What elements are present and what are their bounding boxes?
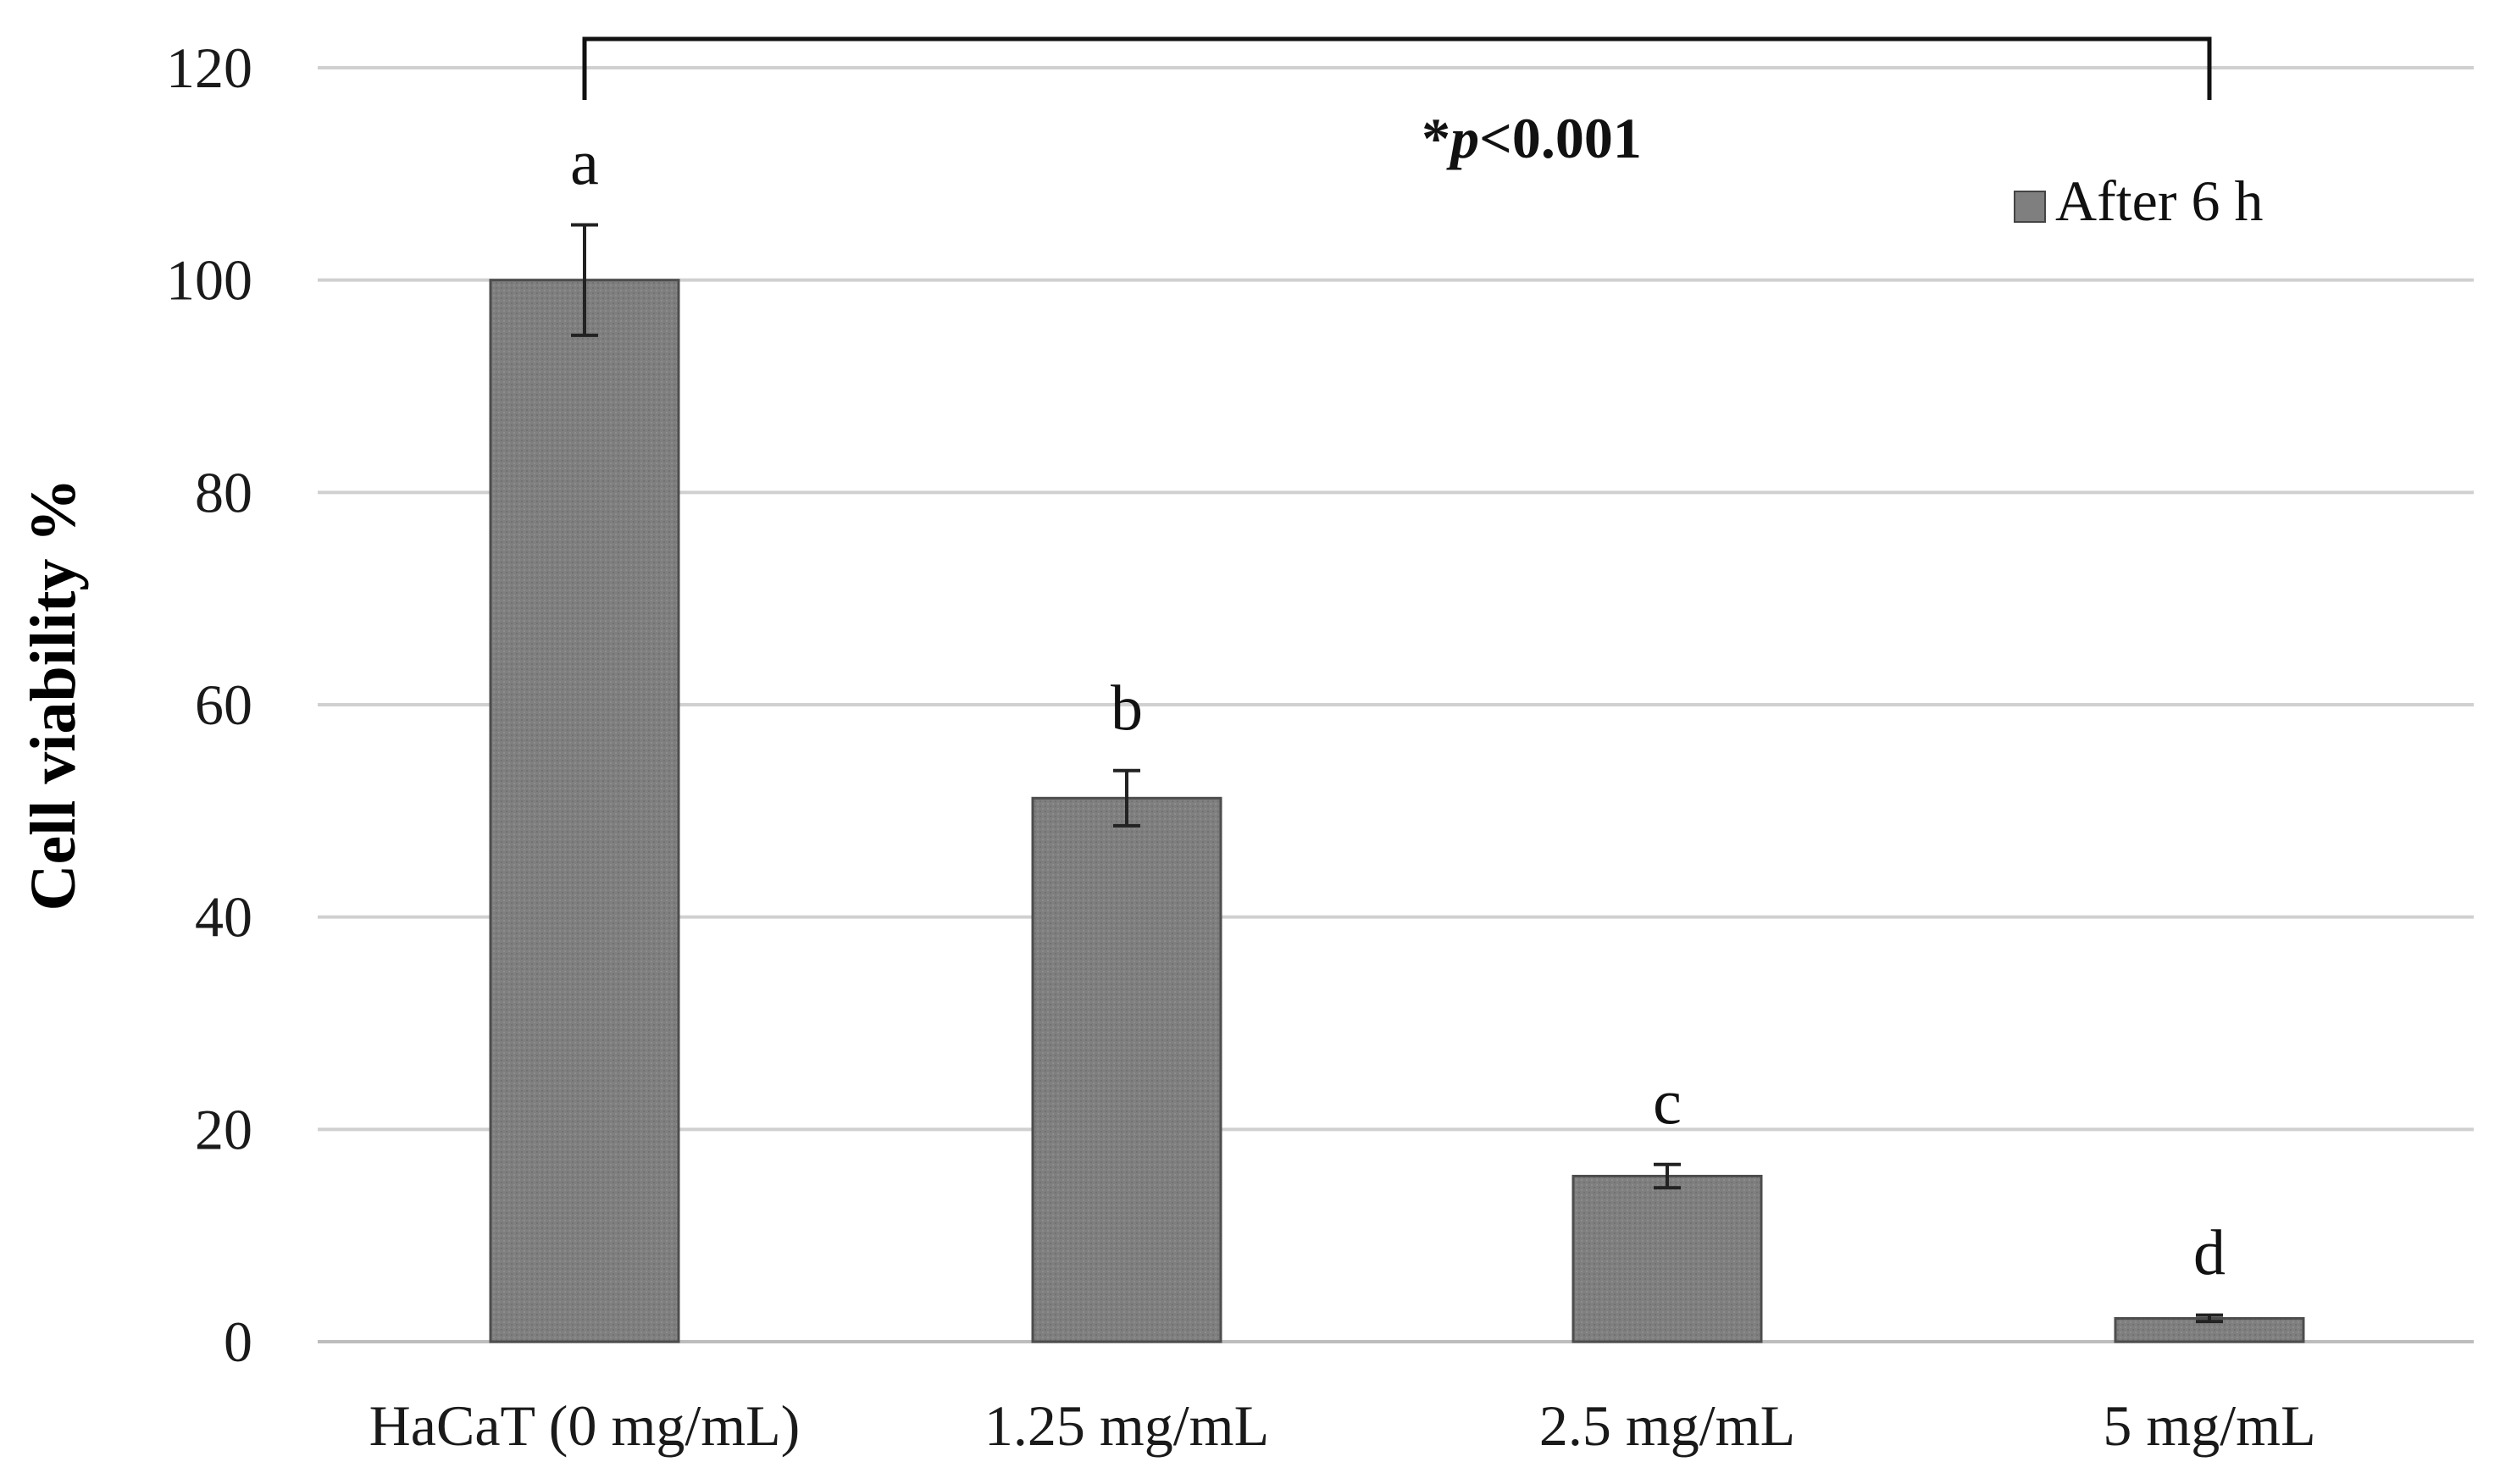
x-category-label: 2.5 mg/mL xyxy=(1539,1393,1795,1458)
significance-letter: b xyxy=(1111,673,1143,745)
y-tick-label: 120 xyxy=(166,36,252,100)
y-tick-label: 60 xyxy=(195,673,252,737)
y-tick-label: 20 xyxy=(195,1097,252,1161)
p-value-threshold: <0.001 xyxy=(1479,106,1642,170)
bar xyxy=(489,279,680,1343)
significance-letters: a b c d xyxy=(570,127,2226,1288)
y-tick-label: 80 xyxy=(195,460,252,524)
bar xyxy=(1031,796,1222,1343)
significance-bracket xyxy=(582,36,2212,100)
significance-letter: c xyxy=(1653,1067,1682,1138)
y-axis-label: Cell viability % xyxy=(18,479,89,911)
x-category-label: 1.25 mg/mL xyxy=(984,1393,1269,1458)
bar xyxy=(1571,1174,1763,1343)
y-tick-label: 40 xyxy=(195,885,252,950)
x-category-label: HaCaT (0 mg/mL) xyxy=(369,1393,801,1458)
legend-swatch xyxy=(2014,191,2046,223)
bars xyxy=(489,279,2305,1343)
p-value-annotation: *p<0.001 xyxy=(1422,106,1642,170)
bracket-line xyxy=(582,36,2212,100)
x-axis-categories: HaCaT (0 mg/mL) 1.25 mg/mL 2.5 mg/mL 5 mg/m… xyxy=(369,1393,2316,1458)
legend-label: After 6 h xyxy=(2055,169,2263,233)
x-category-label: 5 mg/mL xyxy=(2103,1393,2315,1458)
y-tick-label: 100 xyxy=(166,248,252,313)
significance-letter: a xyxy=(570,127,599,198)
p-value-symbol: p xyxy=(1446,106,1479,170)
y-tick-label: 0 xyxy=(224,1310,252,1374)
y-axis-ticks: 0 20 40 60 80 100 120 xyxy=(166,36,252,1374)
error-bars xyxy=(571,223,2223,1324)
significance-letter: d xyxy=(2193,1218,2226,1289)
p-value-prefix: * xyxy=(1422,106,1450,170)
legend: After 6 h xyxy=(2014,169,2263,233)
